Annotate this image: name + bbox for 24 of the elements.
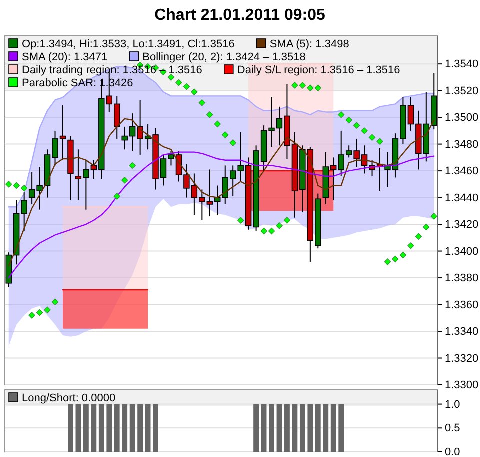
legend-label: Op:1.3494, Hi:1.3533, Lo:1.3491, Cl:1.3516 <box>22 38 235 50</box>
y-tick-label: 1.3420 <box>445 219 479 232</box>
y-tick-label: 1.3460 <box>445 166 479 178</box>
y-tick-label: 1.3300 <box>445 380 479 392</box>
y-tick-label: 1.3340 <box>445 326 479 338</box>
y-tick-label: 1.3480 <box>445 138 479 151</box>
chart-title: Chart 21.01.2011 09:05 <box>154 7 326 24</box>
y-tick-label: 1.3500 <box>445 112 479 124</box>
y-tick-label: 1.3380 <box>445 272 479 285</box>
y-tick-label: 0.0 <box>445 446 460 457</box>
legend-label: SMA (5): 1.3498 <box>270 38 350 50</box>
y-tick-label: 1.3520 <box>445 85 479 98</box>
legend-label: SMA (20): 1.3471 <box>22 52 108 64</box>
y-tick-label: 1.3320 <box>445 352 479 365</box>
legend-label: Long/Short: 0.0000 <box>22 392 116 404</box>
y-tick-label: 0.5 <box>445 422 460 435</box>
y-tick-label: 1.3400 <box>445 246 479 258</box>
y-tick-label: 1.3540 <box>445 58 479 71</box>
y-tick-label: 1.3360 <box>445 299 479 312</box>
y-tick-label: 1.0 <box>445 398 460 411</box>
legend-label: Daily S/L region: 1.3516 – 1.3516 <box>237 64 400 76</box>
legend-label: Bollinger (20, 2): 1.3424 – 1.3518 <box>142 52 306 64</box>
legend-label: Daily trading region: 1.3516 – 1.3516 <box>22 64 202 76</box>
y-tick-label: 1.3440 <box>445 192 479 204</box>
